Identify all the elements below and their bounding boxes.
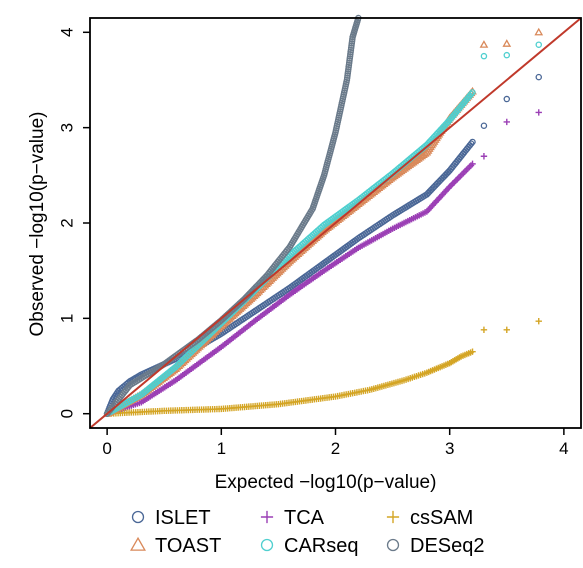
point-tca xyxy=(535,109,542,116)
y-tick-label: 3 xyxy=(57,123,76,132)
legend-symbol-carseq xyxy=(260,538,274,552)
x-tick-label: 4 xyxy=(559,439,568,458)
point-tca xyxy=(454,175,461,183)
point-tca xyxy=(449,180,456,187)
point-tca xyxy=(466,163,473,171)
point-cssam xyxy=(535,318,542,325)
y-tick-label: 2 xyxy=(57,218,76,227)
point-toast xyxy=(534,27,544,36)
legend-label-carseq: CARseq xyxy=(284,535,358,557)
point-cssam xyxy=(503,326,510,333)
legend-label-tca: TCA xyxy=(284,507,325,529)
point-carseq xyxy=(535,41,543,48)
legend-item-toast: TOAST xyxy=(130,535,221,557)
point-tca xyxy=(458,171,466,178)
point-carseq xyxy=(480,52,488,60)
point-tca xyxy=(460,169,467,177)
point-tca xyxy=(467,162,475,169)
point-tca xyxy=(464,165,472,172)
y-tick-label: 4 xyxy=(57,28,76,37)
point-tca xyxy=(503,118,510,126)
data-marks xyxy=(102,14,544,417)
legend-symbol-islet xyxy=(131,510,145,524)
point-tca xyxy=(469,160,476,168)
x-tick-label: 1 xyxy=(217,439,226,458)
series-cssam xyxy=(103,318,542,417)
legend-symbol-deseq2 xyxy=(386,538,400,552)
point-tca xyxy=(480,153,488,160)
point-cssam xyxy=(469,348,476,355)
x-tick-label: 3 xyxy=(445,439,454,458)
x-tick-label: 0 xyxy=(102,439,111,458)
point-islet xyxy=(469,138,476,146)
legend-label-deseq2: DESeq2 xyxy=(410,535,485,557)
point-carseq xyxy=(503,51,511,59)
point-tca xyxy=(452,177,459,184)
point-carseq xyxy=(467,90,475,98)
point-toast xyxy=(479,40,489,48)
point-cssam xyxy=(480,326,488,333)
legend-symbol-cssam xyxy=(386,510,400,524)
reference-line xyxy=(89,17,582,429)
legend-symbol-toast xyxy=(130,536,146,551)
point-tca xyxy=(448,182,455,189)
y-axis-title: Observed −log10(p−value) xyxy=(27,112,48,337)
legend-label-islet: ISLET xyxy=(155,507,211,529)
point-toast xyxy=(502,39,512,47)
legend-item-cssam: csSAM xyxy=(386,507,473,529)
point-islet xyxy=(535,73,543,81)
point-carseq xyxy=(469,89,476,96)
legend-label-toast: TOAST xyxy=(155,535,221,557)
legend-item-deseq2: DESeq2 xyxy=(386,535,485,557)
x-axis-title: Expected −log10(p−value) xyxy=(215,472,437,493)
series-islet xyxy=(103,73,543,417)
point-tca xyxy=(451,178,458,186)
axes: 0 1 2 3 4 0 1 2 3 4 xyxy=(57,28,568,458)
point-tca xyxy=(463,166,470,174)
point-islet xyxy=(503,95,511,103)
legend-symbol-tca xyxy=(260,510,274,524)
point-tca xyxy=(461,168,469,175)
series-deseq2 xyxy=(103,14,362,417)
point-tca xyxy=(457,172,464,180)
legend-item-islet: ISLET xyxy=(131,507,211,529)
legend: ISLET TCA csSAM TOAST CARseq DESeq2 xyxy=(130,507,485,557)
legend-item-carseq: CARseq xyxy=(260,535,358,557)
point-tca xyxy=(455,174,463,181)
legend-item-tca: TCA xyxy=(260,507,325,529)
x-tick-label: 2 xyxy=(331,439,340,458)
y-tick-label: 0 xyxy=(57,409,76,418)
point-islet xyxy=(480,122,488,129)
y-tick-label: 1 xyxy=(57,314,76,323)
legend-label-cssam: csSAM xyxy=(410,507,473,529)
